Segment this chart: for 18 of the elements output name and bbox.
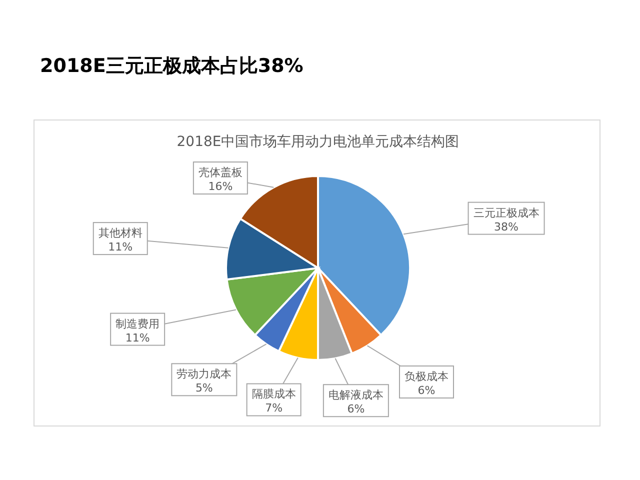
data-label: 6% (347, 402, 365, 416)
data-label: 7% (265, 402, 283, 415)
slice-label: 三元正极成本 (473, 206, 540, 220)
data-label: 6% (418, 384, 436, 397)
data-label: 38% (494, 220, 519, 234)
chart-subtitle: 2018E中国市场车用动力电池单元成本结构图 (176, 134, 460, 150)
data-label: 16% (208, 180, 233, 193)
slice-label: 制造费用 (116, 317, 160, 330)
slice-label: 电解液成本 (328, 388, 384, 402)
slice-label: 其他材料 (98, 226, 142, 240)
slice-label: 劳动力成本 (176, 368, 232, 381)
slice-label: 隔膜成本 (252, 388, 296, 401)
slice-label: 壳体盖板 (198, 166, 242, 179)
data-label: 11% (125, 331, 150, 344)
data-label: 5% (195, 382, 213, 395)
data-label: 11% (108, 240, 133, 254)
slice-label: 负极成本 (404, 370, 449, 383)
chart-title: 2018E三元正极成本占比38% (40, 55, 304, 77)
